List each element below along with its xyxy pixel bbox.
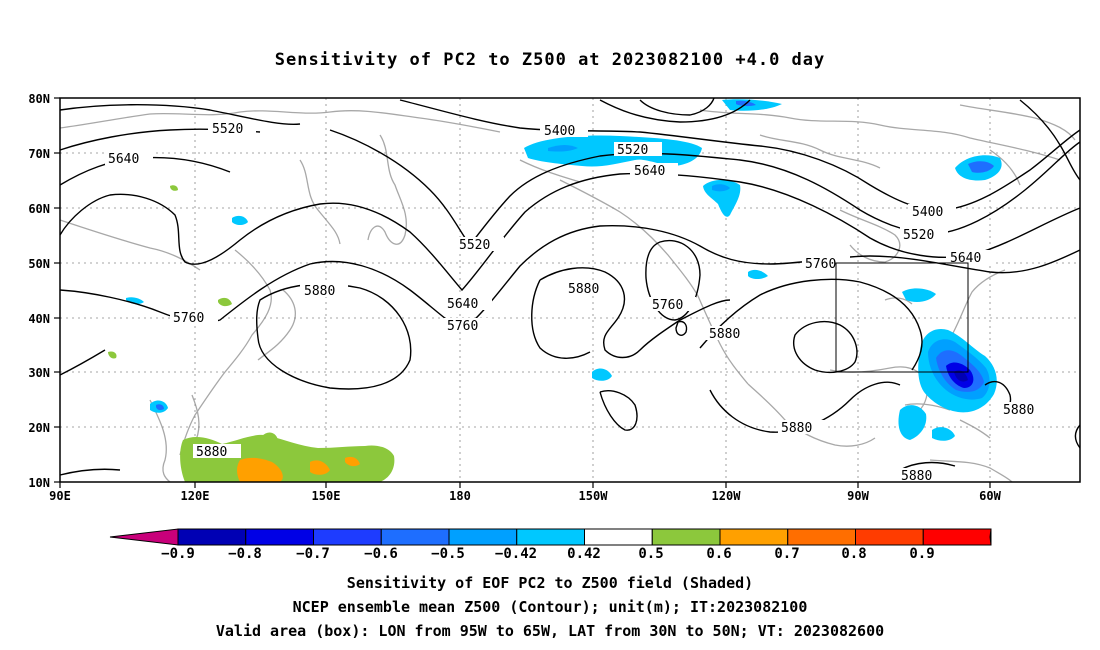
contour-label: 5760 xyxy=(805,257,836,272)
contour-label: 5640 xyxy=(108,152,139,167)
lat-label: 40N xyxy=(28,312,50,326)
colorbar-cell xyxy=(313,528,382,546)
colorbar-label: 0.42 xyxy=(567,546,601,562)
colorbar-cell xyxy=(516,528,585,546)
lon-label: 180 xyxy=(449,489,471,503)
contour-label: 5520 xyxy=(212,122,243,137)
contour-label: 5760 xyxy=(173,311,204,326)
colorbar-cell xyxy=(380,528,450,546)
contour-label: 5880 xyxy=(196,445,227,460)
colorbar-cell xyxy=(245,528,314,546)
lon-label: 60W xyxy=(979,489,1001,503)
lat-label: 80N xyxy=(28,92,50,106)
colorbar-label: −0.6 xyxy=(364,546,398,562)
valid-area-box xyxy=(835,262,969,373)
colorbar-label: 0.9 xyxy=(909,546,934,562)
colorbar-cell xyxy=(719,528,789,546)
colorbar-cell xyxy=(787,528,856,546)
lat-label: 30N xyxy=(28,366,50,380)
lat-label: 60N xyxy=(28,202,50,216)
contour-label: 5880 xyxy=(709,327,740,342)
colorbar-label: −0.7 xyxy=(296,546,330,562)
lon-label: 120W xyxy=(712,489,742,503)
contour-labels: 5520 5640 5400 5520 5640 5520 5760 5880 … xyxy=(108,122,1034,484)
axis-ticks xyxy=(54,97,991,488)
colorbar-labels: −0.9 −0.8 −0.7 −0.6 −0.5 −0.42 0.42 0.5 … xyxy=(161,546,935,562)
colorbar xyxy=(109,528,992,546)
contour-label: 5880 xyxy=(304,284,335,299)
contour-label: 5880 xyxy=(1003,403,1034,418)
colorbar-cell xyxy=(651,528,721,546)
latitude-labels: 80N 70N 60N 50N 40N 30N 20N 10N xyxy=(28,92,50,490)
lat-label: 50N xyxy=(28,257,50,271)
colorbar-cell xyxy=(584,528,653,546)
map-frame xyxy=(59,97,1081,483)
map-title: Sensitivity of PC2 to Z500 at 2023082100… xyxy=(274,50,826,70)
lat-label: 70N xyxy=(28,147,50,161)
contour-label-boxes xyxy=(105,121,1048,482)
colorbar-label: −0.42 xyxy=(495,546,537,562)
colorbar-label: −0.8 xyxy=(228,546,262,562)
colorbar-label: 0.8 xyxy=(841,546,866,562)
caption-line-2: NCEP ensemble mean Z500 (Contour); unit(… xyxy=(292,598,808,616)
colorbar-extend-high xyxy=(989,528,992,546)
colorbar-cell xyxy=(855,528,924,546)
contour-label: 5520 xyxy=(903,228,934,243)
coastlines xyxy=(59,104,1076,483)
contour-label: 5640 xyxy=(447,297,478,312)
colorbar-cell xyxy=(448,528,518,546)
lon-label: 120E xyxy=(181,489,210,503)
longitude-labels: 90E 120E 150E 180 150W 120W 90W 60W xyxy=(49,489,1001,503)
contour-label: 5760 xyxy=(447,319,478,334)
contour-label: 5400 xyxy=(912,205,943,220)
caption-line-3: Valid area (box): LON from 95W to 65W, L… xyxy=(215,622,885,640)
contour-label: 5880 xyxy=(568,282,599,297)
contour-label: 5640 xyxy=(950,251,981,266)
colorbar-label: −0.9 xyxy=(161,546,195,562)
contour-label: 5880 xyxy=(901,469,932,484)
contour-label: 5520 xyxy=(459,238,490,253)
contour-label: 5760 xyxy=(652,298,683,313)
lon-label: 150E xyxy=(312,489,341,503)
caption-line-1: Sensitivity of EOF PC2 to Z500 field (Sh… xyxy=(346,574,754,592)
lon-label: 90W xyxy=(847,489,869,503)
lat-label: 10N xyxy=(28,476,50,490)
colorbar-label: 0.5 xyxy=(638,546,663,562)
lat-label: 20N xyxy=(28,421,50,435)
contour-label: 5520 xyxy=(617,143,648,158)
colorbar-cell xyxy=(177,528,247,546)
colorbar-label: 0.7 xyxy=(774,546,799,562)
colorbar-label: −0.5 xyxy=(431,546,465,562)
colorbar-label: 0.6 xyxy=(706,546,731,562)
contour-label: 5880 xyxy=(781,421,812,436)
lon-label: 90E xyxy=(49,489,71,503)
lon-label: 150W xyxy=(579,489,609,503)
colorbar-cell xyxy=(922,528,992,546)
colorbar-extend-low xyxy=(109,528,179,546)
contour-label: 5400 xyxy=(544,124,575,139)
contour-label: 5640 xyxy=(634,164,665,179)
